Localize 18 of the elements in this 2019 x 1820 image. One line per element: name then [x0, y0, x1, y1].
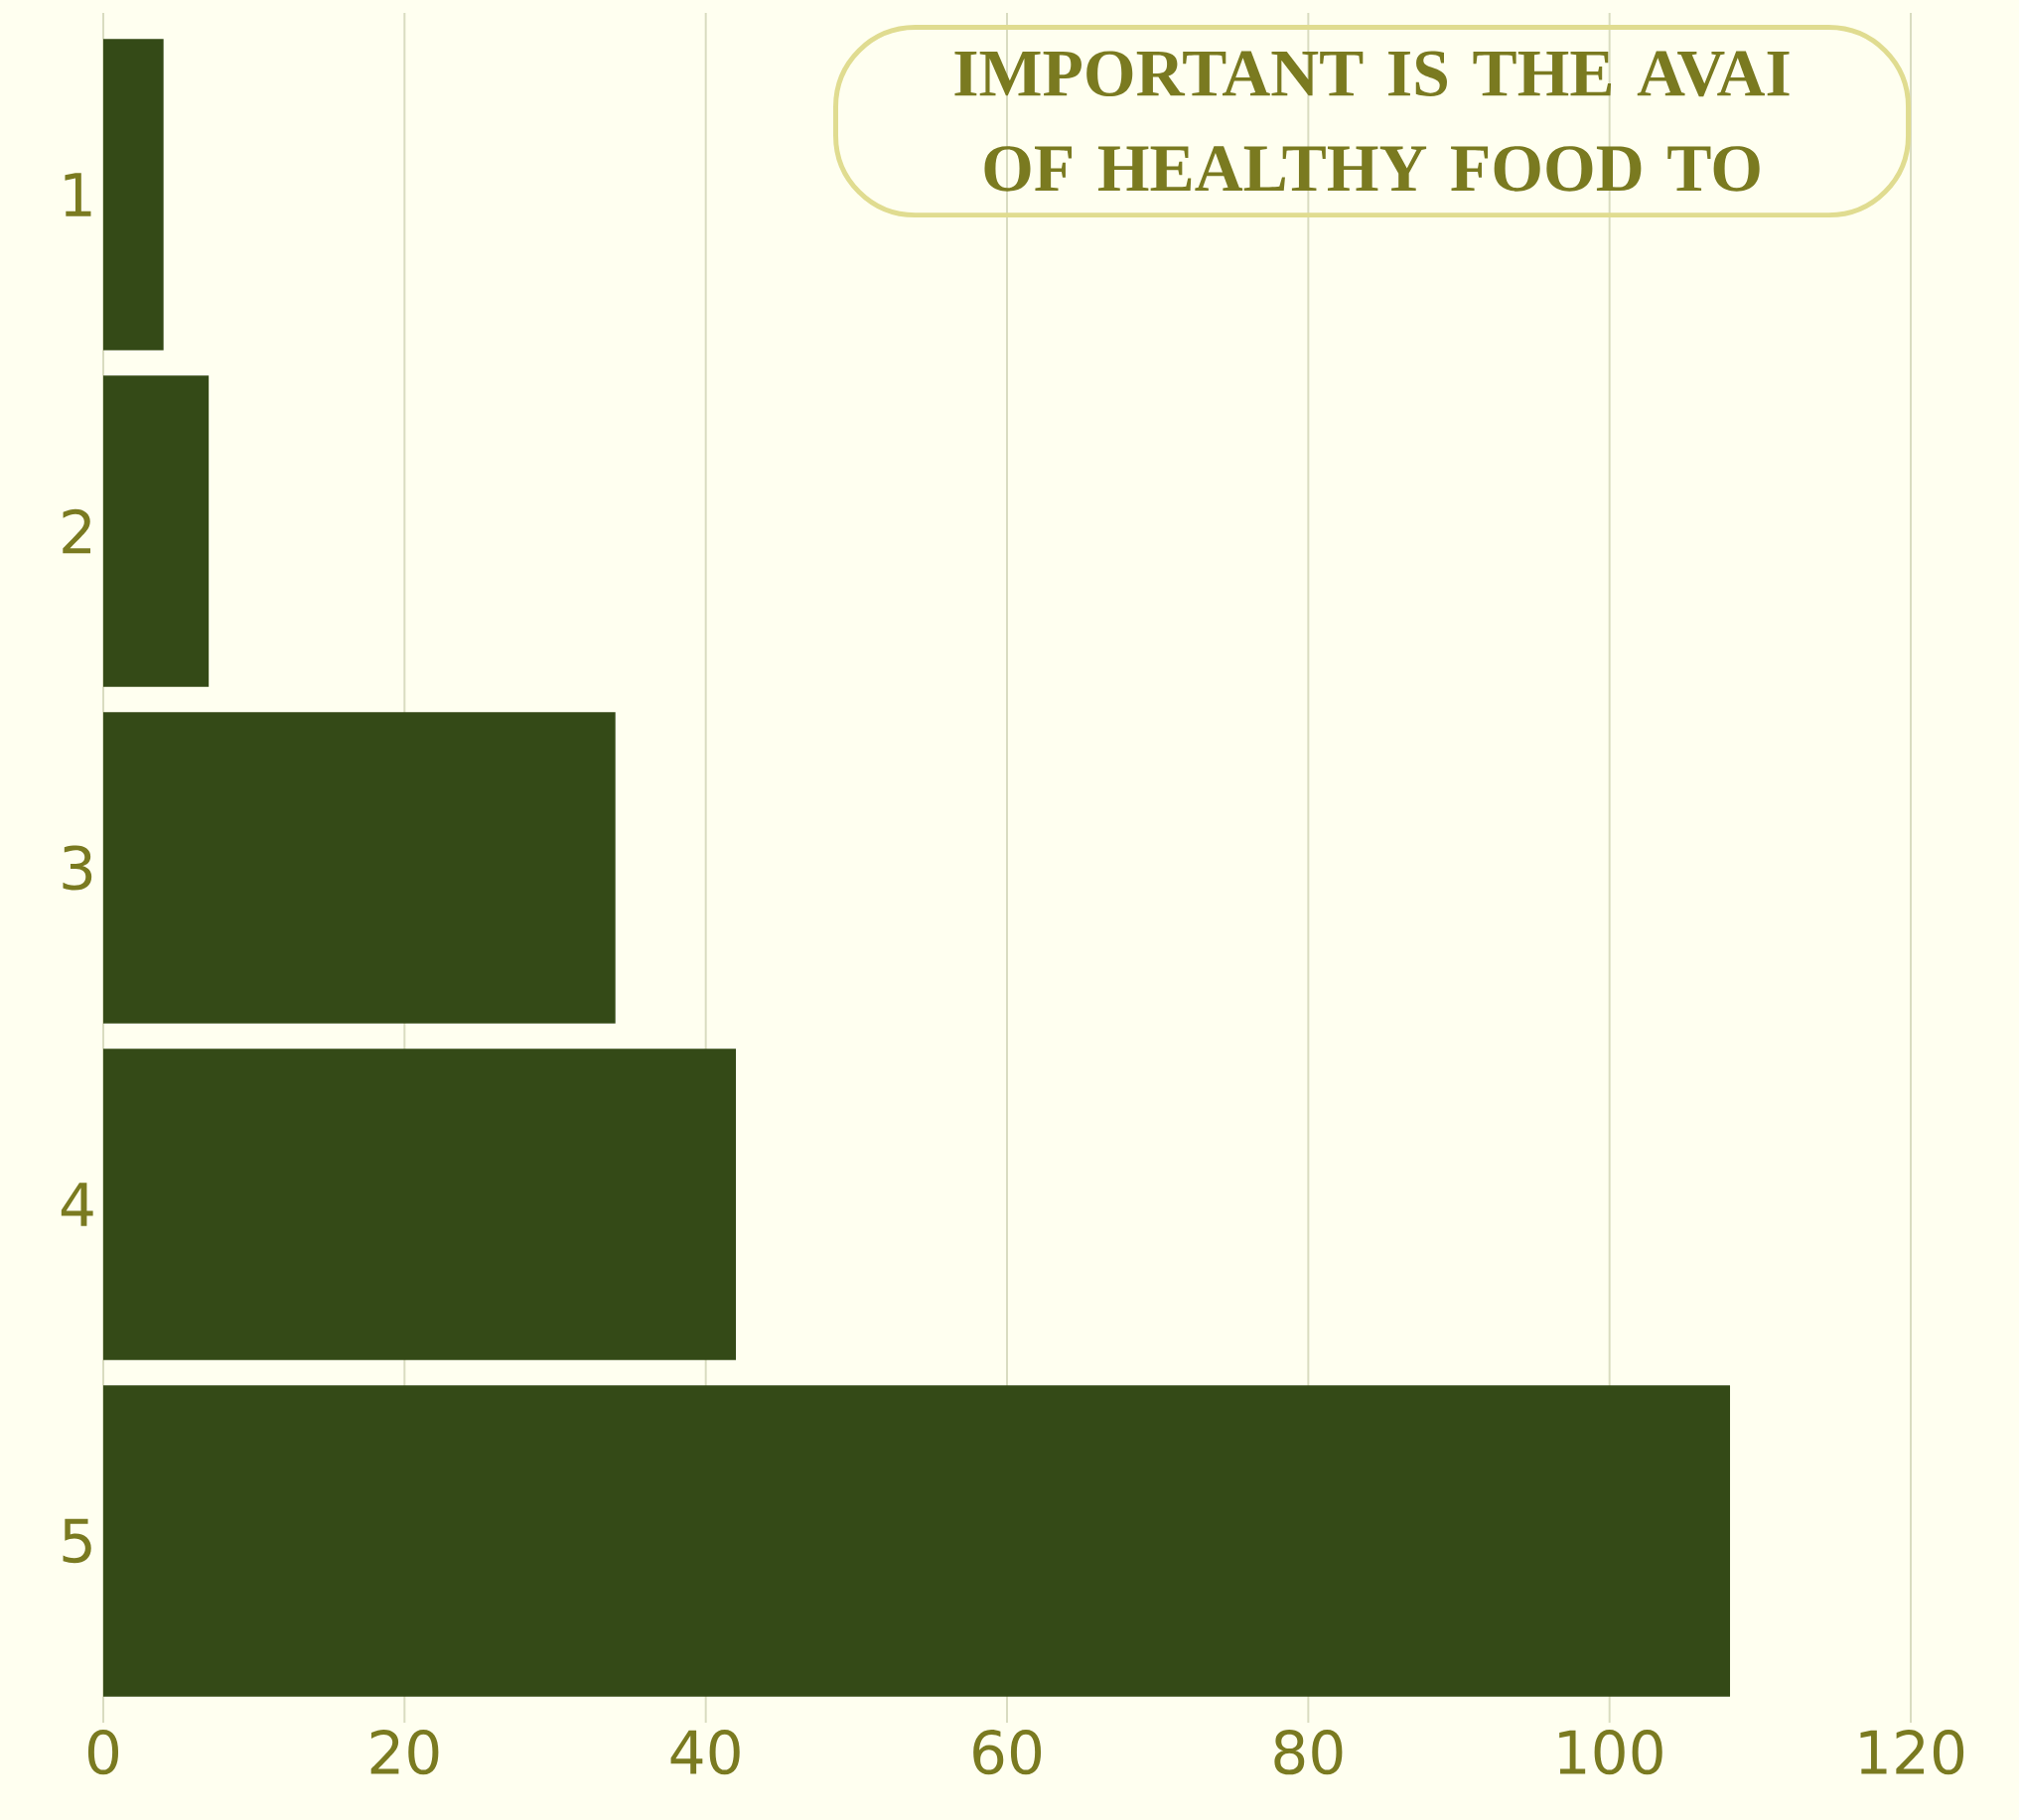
x-tick-label: 120	[1860, 1730, 1964, 1775]
y-tick-label: 1	[65, 173, 91, 216]
x-tick-label: 0	[87, 1730, 119, 1775]
x-tick-label: 80	[1274, 1730, 1343, 1775]
bar	[103, 375, 210, 687]
y-tick-label: 2	[63, 508, 90, 554]
text: IMPORTANT IS THE AVAI OF HEALTHY FOOD TO	[954, 51, 1790, 192]
x-tick-label: 100	[1559, 1730, 1662, 1775]
bar	[103, 712, 616, 1024]
x-tick-label: 40	[670, 1730, 740, 1775]
y-tick-label: 5	[63, 1518, 91, 1564]
bar	[103, 1385, 1731, 1697]
bar	[103, 1049, 737, 1360]
bar	[103, 39, 164, 350]
x-tick-label: 60	[973, 1730, 1042, 1775]
x-tick-label: 20	[370, 1730, 439, 1775]
y-tick-label: 3	[63, 845, 92, 891]
y-tick-label: 4	[61, 1183, 93, 1226]
